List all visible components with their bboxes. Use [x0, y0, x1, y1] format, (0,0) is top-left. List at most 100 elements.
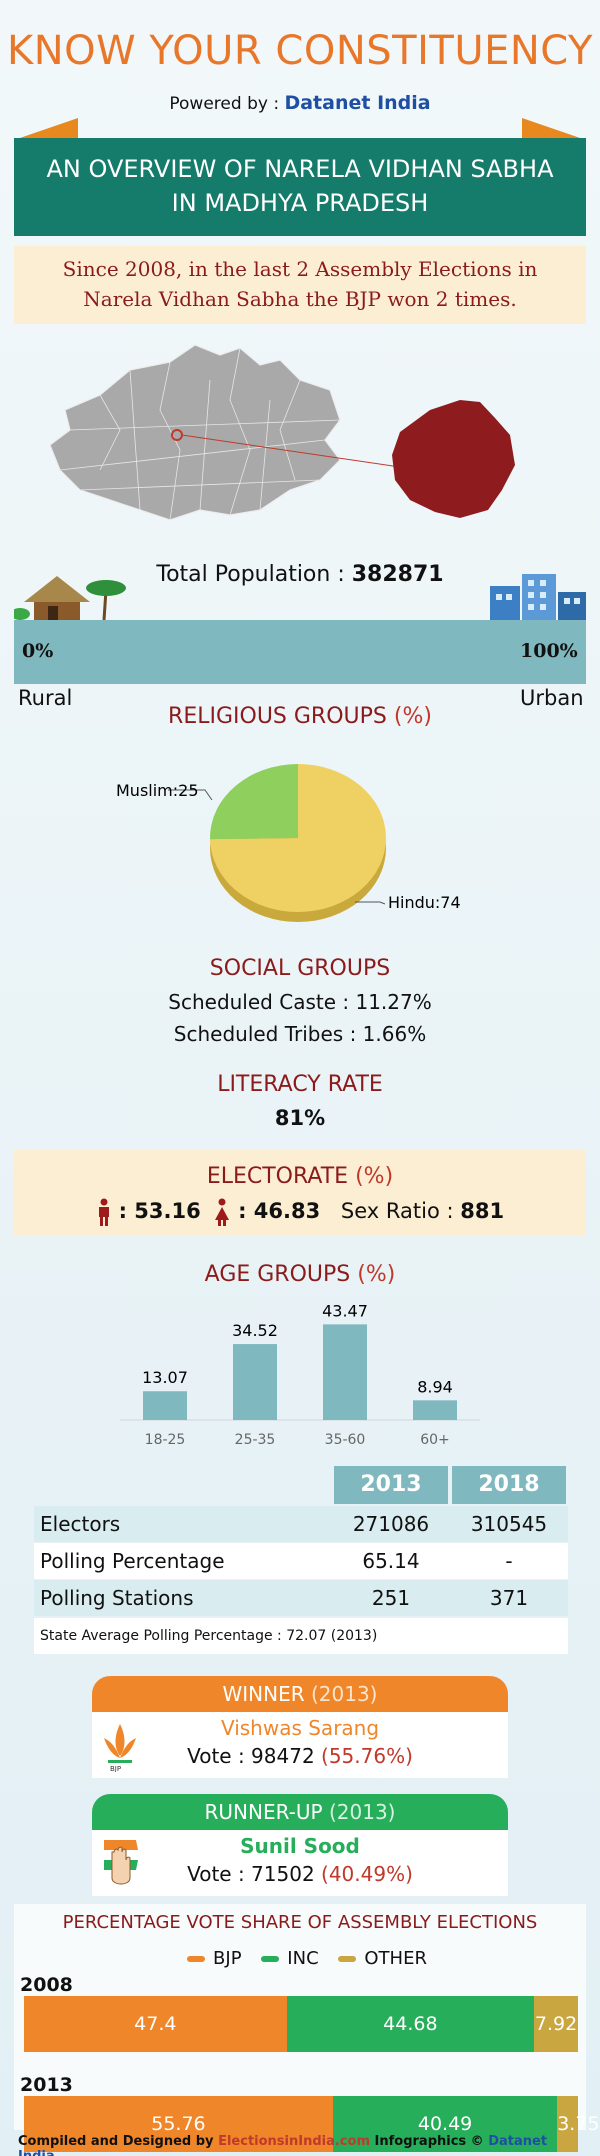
runnerup-card: Sunil Sood Vote : 71502 (40.49%) [92, 1830, 508, 1896]
muslim-leader-line [168, 789, 213, 801]
footer: Compiled and Designed by ElectionsinIndi… [18, 2134, 588, 2156]
age-bar-18-25 [143, 1391, 187, 1420]
rural-label: Rural [18, 686, 73, 710]
state-average-note: State Average Polling Percentage : 72.07… [34, 1618, 568, 1654]
age-value-label-35-60: 43.47 [322, 1301, 368, 1320]
sex-ratio-label: Sex Ratio : [340, 1199, 454, 1223]
urban-percent: 100% [520, 640, 578, 662]
table-cell-v2018: 371 [489, 1586, 529, 1610]
vote-share-bar-2008: 47.4 44.68 7.92 [24, 1996, 578, 2052]
electorate-box [14, 1150, 586, 1236]
religion-title: RELIGIOUS GROUPS (%) [0, 704, 600, 729]
table-cell-v2018: - [505, 1549, 513, 1573]
legend-swatch-inc [261, 1956, 280, 1962]
bjp-lotus-icon: BJP [104, 1724, 136, 1772]
age-tick-label-60+: 60+ [420, 1432, 450, 1448]
vote-share-year-2013: 2013 [20, 2074, 73, 2096]
st-value: 1.66% [362, 1022, 427, 1046]
vote-share-title: PERCENTAGE VOTE SHARE OF ASSEMBLY ELECTI… [62, 1912, 538, 1933]
winner-heading: WINNER [222, 1682, 305, 1706]
vote-share-segment-other-2008: 7.92 [534, 1996, 578, 2052]
age-unit: (%) [357, 1262, 396, 1287]
banner-ribbon-right [522, 118, 586, 140]
electorate-title-text: ELECTORATE [206, 1164, 349, 1189]
table-cell-v2013: 251 [371, 1586, 411, 1610]
vote-share-legend: BJP INC OTHER [0, 1948, 600, 1969]
female-icon [215, 1198, 230, 1226]
inc-hand-icon [104, 1840, 138, 1885]
vote-share-segment-bjp-2013: 55.76 [24, 2096, 333, 2152]
age-bar-60+ [413, 1400, 457, 1420]
svg-text:BJP: BJP [110, 1765, 121, 1772]
urban-rural-bar [14, 620, 586, 684]
powered-prefix: Powered by : [169, 94, 280, 114]
footer-compiled: Compiled and Designed by [18, 2134, 214, 2149]
table-row: Polling Stations 251 371 [34, 1580, 568, 1616]
literacy-title: LITERACY RATE [217, 1072, 383, 1097]
banner-ribbon-left [14, 118, 78, 140]
age-bar-25-35 [233, 1344, 277, 1420]
table-cell-label: Polling Percentage [40, 1549, 225, 1573]
urban-buildings-icon [490, 574, 586, 622]
male-share: : 53.16 [118, 1199, 201, 1223]
winner-header: WINNER (2013) [92, 1676, 508, 1712]
overview-banner: AN OVERVIEW OF NARELA VIDHAN SABHA IN MA… [14, 138, 586, 236]
legend-swatch-bjp [187, 1956, 206, 1962]
rural-hut-icon [14, 576, 126, 621]
age-bar-chart: 13.07 18-25 34.52 25-35 43.47 35-60 8.94 60+ [120, 1301, 480, 1448]
powered-by: Powered by : Datanet India [0, 92, 600, 114]
winner-name: Vishwas Sarang [220, 1716, 380, 1740]
state-map-illustration [49, 344, 515, 521]
winner-vote-label: Vote : [187, 1744, 245, 1768]
vote-share-segment-inc-2013: 40.49 [332, 2096, 558, 2152]
winner-year: (2013) [310, 1682, 378, 1706]
vote-share-year-2008: 2008 [20, 1974, 73, 1996]
table-cell-label: Polling Stations [40, 1586, 194, 1610]
rural-percent: 0% [22, 640, 54, 662]
age-title-text: AGE GROUPS [204, 1262, 351, 1287]
year-header-2018: 2018 [452, 1466, 566, 1504]
electorate-unit: (%) [355, 1164, 394, 1189]
legend-swatch-other [338, 1956, 357, 1962]
age-tick-label-25-35: 25-35 [235, 1432, 276, 1448]
total-population: Total Population : 382871 [0, 562, 600, 587]
table-row: Polling Percentage 65.14 - [34, 1543, 568, 1579]
legend-other: OTHER [364, 1948, 427, 1969]
sex-ratio-value: 881 [460, 1199, 505, 1223]
social-title: SOCIAL GROUPS [209, 956, 391, 981]
urban-label: Urban [520, 686, 584, 710]
runnerup-vote-line: Vote : 71502 (40.49%) [92, 1862, 508, 1886]
winner-vote-line: Vote : 98472 (55.76%) [92, 1744, 508, 1768]
madhya-pradesh-map [49, 344, 341, 521]
runnerup-name: Sunil Sood [240, 1834, 360, 1858]
religion-unit: (%) [393, 704, 432, 729]
banner-line-1: AN OVERVIEW OF NARELA VIDHAN SABHA [46, 155, 554, 183]
religion-title-text: RELIGIOUS GROUPS [168, 704, 387, 729]
constituency-shape [392, 400, 515, 518]
vote-share-segment-bjp-2008: 47.4 [24, 1996, 287, 2052]
powered-brand: Datanet India [284, 92, 431, 114]
year-header-2013: 2013 [334, 1466, 448, 1504]
age-tick-label-35-60: 35-60 [325, 1432, 366, 1448]
summary-box: Since 2008, in the last 2 Assembly Elect… [14, 246, 586, 324]
population-label: Total Population : [156, 562, 345, 587]
vote-share-segment-other-2013: 3.75 [557, 2096, 600, 2152]
table-cell-v2013: 65.14 [362, 1549, 420, 1573]
literacy-value: 81% [274, 1106, 326, 1130]
winner-card: BJP Vishwas Sarang Vote : 98472 (55.76%) [92, 1712, 508, 1778]
age-tick-label-18-25: 18-25 [145, 1432, 186, 1448]
sc-value: 11.27% [355, 990, 432, 1014]
runnerup-year: (2013) [328, 1800, 396, 1824]
footer-brand: Datanet India. [18, 2134, 548, 2156]
table-cell-v2013: 271086 [352, 1512, 430, 1536]
age-bar-35-60 [323, 1324, 367, 1420]
sc-line: Scheduled Caste : 11.27% [0, 990, 600, 1014]
banner-line-2: IN MADHYA PRADESH [171, 189, 429, 217]
page-title: KNOW YOUR CONSTITUENCY [7, 28, 593, 74]
electorate-title: ELECTORATE (%) [0, 1164, 600, 1189]
runnerup-heading: RUNNER-UP [204, 1800, 323, 1824]
runnerup-votes: 71502 [251, 1862, 315, 1886]
